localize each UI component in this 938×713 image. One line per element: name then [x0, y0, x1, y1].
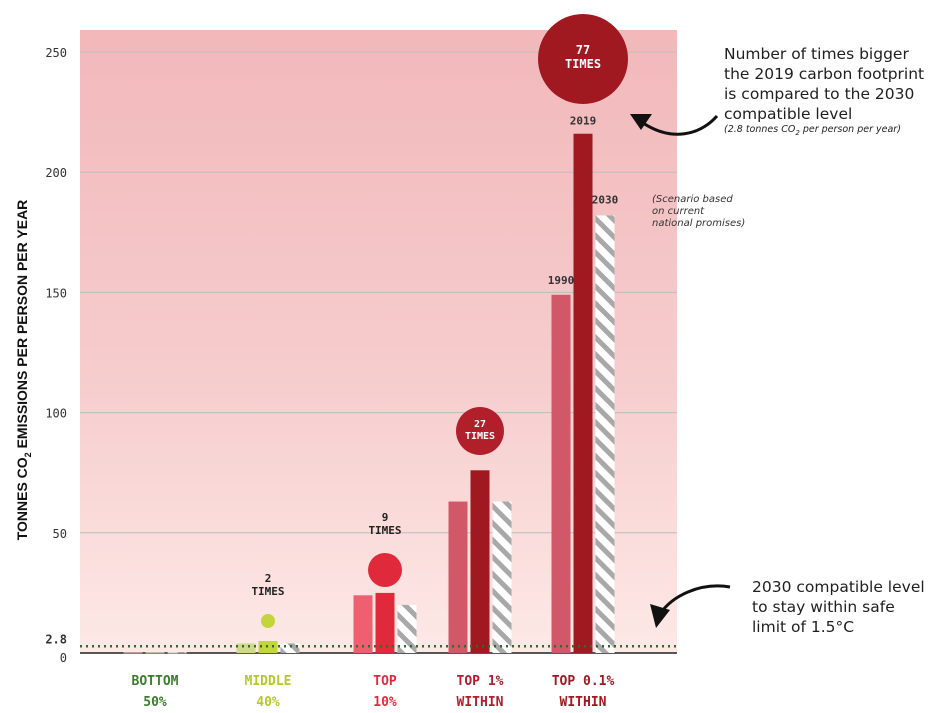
bar-1990 [448, 501, 468, 653]
times-marker-circle [538, 14, 628, 104]
top-callout-line: is compared to the 2030 [724, 85, 915, 103]
times-marker-label: 27 [474, 419, 486, 430]
scenario-note-line: national promises) [652, 218, 745, 229]
y-tick-label: 150 [45, 286, 67, 300]
top-callout-line: compatible level [724, 105, 853, 123]
bar-1990 [236, 643, 256, 653]
bar-1990 [123, 652, 143, 654]
bar-2019 [145, 652, 165, 654]
x-category-label: BOTTOM [132, 674, 179, 689]
bar-2019 [375, 592, 395, 653]
y-tick-label: 50 [53, 527, 67, 541]
times-marker-label: TIMES [565, 57, 601, 71]
bottom-callout-line: limit of 1.5°C [752, 618, 855, 636]
y-tick-label: 100 [45, 407, 67, 421]
y-tick-label: 200 [45, 166, 67, 180]
bottom-callout: 2030 compatible level to stay within saf… [752, 577, 932, 637]
bottom-callout-line: to stay within safe [752, 598, 895, 616]
callout-arrows [630, 114, 731, 628]
x-axis: BOTTOM 50% MIDDLE 40% TOP 10% TOP 1% WITHIN TOP … [132, 674, 615, 710]
times-marker-label: TIMES [368, 524, 401, 537]
bar-2030 [595, 215, 615, 654]
top-callout-arrowhead [630, 114, 652, 130]
x-category-label: WITHIN [457, 695, 504, 710]
bar-1990 [353, 595, 373, 653]
x-category-label: WITHIN [560, 695, 607, 710]
scenario-note-line: (Scenario based [652, 194, 733, 205]
times-marker-circle [456, 407, 504, 455]
top-callout-arrow [642, 114, 719, 136]
bar-2019 [573, 133, 593, 654]
reference-line-label: 2.8 [45, 632, 67, 646]
x-category-label: MIDDLE [245, 674, 292, 689]
bar-2030 [397, 604, 417, 653]
x-category-label: TOP [373, 674, 397, 689]
bar-year-label-2019: 2019 [570, 115, 597, 128]
bottom-callout-arrowhead [650, 604, 670, 628]
top-callout: Number of times bigger the 2019 carbon f… [724, 44, 936, 139]
y-tick-label: 250 [45, 46, 67, 60]
top-callout-line: Number of times bigger [724, 45, 909, 63]
x-category-label: 50% [143, 695, 167, 710]
times-marker-label: 9 [382, 511, 389, 524]
y-axis-label: TONNES CO2 EMISSIONS PER PERSON PER YEAR [14, 200, 33, 541]
y-tick-label: 0 [60, 651, 67, 665]
bar-year-label-2030: 2030 [592, 193, 619, 206]
bar-1990 [551, 294, 571, 653]
bottom-callout-line: 2030 compatible level [752, 578, 925, 596]
y-axis: 0 50 100 150 200 250 2.8 [45, 46, 677, 665]
times-marker-label: TIMES [251, 585, 284, 598]
bar-2030 [492, 501, 512, 653]
times-marker-label: 77 [576, 43, 590, 57]
top-callout-line: the 2019 carbon footprint [724, 65, 925, 83]
x-category-label: 40% [256, 695, 280, 710]
bar-year-label-1990: 1990 [548, 274, 575, 287]
bar-2030 [167, 652, 187, 654]
x-category-label: TOP 0.1% [552, 674, 615, 689]
scenario-note-line: on current [652, 206, 705, 217]
bar-2030 [280, 643, 300, 653]
times-marker-circle [261, 614, 275, 628]
times-marker-circle [368, 553, 402, 587]
times-marker-label: TIMES [465, 431, 495, 442]
times-marker-label: 2 [265, 572, 272, 585]
bar-2019 [470, 470, 490, 653]
x-category-label: 10% [373, 695, 397, 710]
top-callout-note: (2.8 tonnes CO2 per person per year) [724, 124, 901, 137]
x-category-label: TOP 1% [457, 674, 504, 689]
